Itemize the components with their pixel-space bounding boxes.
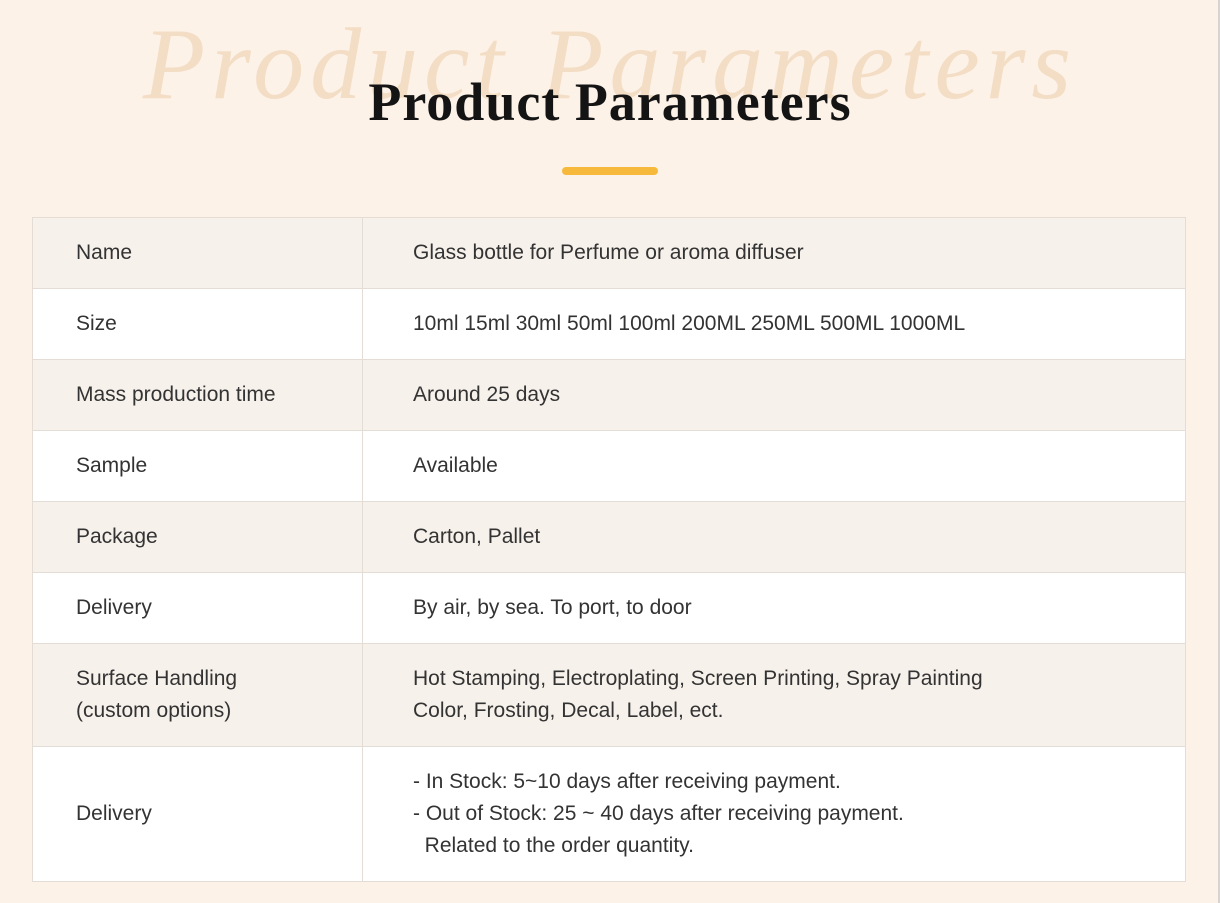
row-value-line: 10ml 15ml 30ml 50ml 100ml 200ML 250ML 50… — [413, 312, 966, 336]
table-row: Size 10ml 15ml 30ml 50ml 100ml 200ML 250M… — [33, 288, 1185, 359]
row-label: Mass production time — [33, 360, 363, 430]
row-value: Available — [363, 431, 1185, 501]
table-row: Delivery - In Stock: 5~10 days after rece… — [33, 745, 1185, 881]
row-value-line: By air, by sea. To port, to door — [413, 596, 692, 620]
section-header: Product Parameters Product Parameters — [0, 0, 1220, 217]
table-row: Delivery By air, by sea. To port, to door — [33, 572, 1185, 643]
row-label-line: Sample — [76, 454, 148, 478]
row-label: Package — [33, 502, 363, 572]
row-value: Carton, Pallet — [363, 502, 1185, 572]
table-row: Name Glass bottle for Perfume or aroma di… — [33, 218, 1185, 288]
row-label: Delivery — [33, 746, 363, 881]
table-row: Surface Handling (custom options) Hot Stam… — [33, 643, 1185, 746]
row-value: By air, by sea. To port, to door — [363, 573, 1185, 643]
row-value: Glass bottle for Perfume or aroma diffus… — [363, 218, 1185, 288]
row-value-line: Glass bottle for Perfume or aroma diffus… — [413, 241, 804, 265]
row-label-line: (custom options) — [76, 698, 232, 722]
row-value: 10ml 15ml 30ml 50ml 100ml 200ML 250ML 50… — [363, 289, 1185, 359]
parameters-table: Name Glass bottle for Perfume or aroma di… — [32, 217, 1186, 882]
row-value-line: Around 25 days — [413, 383, 561, 407]
row-value-line: Available — [413, 454, 498, 478]
row-value-line: Hot Stamping, Electroplating, Screen Pri… — [413, 667, 983, 690]
row-label-line: Surface Handling — [76, 667, 238, 690]
table-row: Package Carton, Pallet — [33, 501, 1185, 572]
row-value: Hot Stamping, Electroplating, Screen Pri… — [363, 644, 1185, 746]
title-underline-accent — [562, 166, 658, 175]
row-label-line: Name — [76, 241, 133, 265]
table-row: Sample Available — [33, 430, 1185, 501]
row-value: - In Stock: 5~10 days after receiving pa… — [363, 747, 1185, 881]
row-label: Size — [33, 289, 363, 359]
row-label-line: Delivery — [76, 596, 152, 620]
row-label-line: Mass production time — [76, 383, 276, 407]
row-label: Surface Handling (custom options) — [33, 644, 363, 746]
row-value-line: Related to the order quantity. — [413, 833, 694, 857]
row-label-line: Package — [76, 525, 158, 549]
row-label-line: Size — [76, 312, 117, 336]
row-value-line: - In Stock: 5~10 days after receiving pa… — [413, 769, 841, 793]
row-label: Sample — [33, 431, 363, 501]
row-label: Delivery — [33, 573, 363, 643]
row-label: Name — [33, 218, 363, 288]
row-label-line: Delivery — [76, 801, 152, 825]
table-row: Mass production time Around 25 days — [33, 359, 1185, 430]
row-value-line: Carton, Pallet — [413, 525, 541, 549]
page-title: Product Parameters — [368, 72, 852, 132]
row-value: Around 25 days — [363, 360, 1185, 430]
row-value-line: - Out of Stock: 25 ~ 40 days after recei… — [413, 801, 904, 825]
row-value-line: Color, Frosting, Decal, Label, ect. — [413, 698, 724, 722]
screen-right-edge-line — [1218, 0, 1220, 903]
